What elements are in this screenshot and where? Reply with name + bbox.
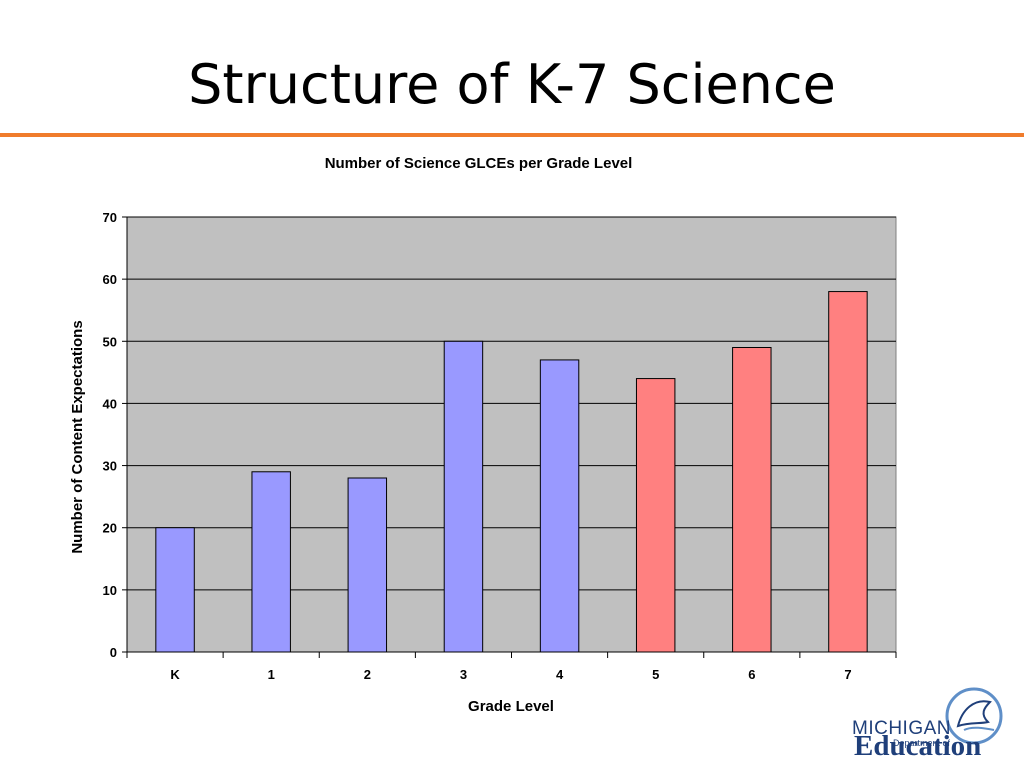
y-axis-title: Number of Content Expectations xyxy=(69,320,86,553)
michigan-education-logo: MICHIGAN Department of Education xyxy=(848,686,1018,764)
bar-3 xyxy=(443,340,484,653)
bar-K xyxy=(155,527,195,653)
y-tick-label: 50 xyxy=(103,334,117,349)
x-tick-label: K xyxy=(170,667,180,682)
bar-6 xyxy=(732,347,772,653)
y-tick-label: 30 xyxy=(103,459,117,474)
x-tick-label: 6 xyxy=(748,667,755,682)
bar-4 xyxy=(539,359,580,653)
bar-2 xyxy=(347,477,388,653)
logo-text-michigan: MICHIGAN xyxy=(852,718,951,739)
title-divider xyxy=(0,133,1024,137)
x-tick-label: 4 xyxy=(556,667,564,682)
y-tick-label: 20 xyxy=(103,521,117,536)
bar-5 xyxy=(635,378,676,653)
y-tick-label: 0 xyxy=(110,645,117,660)
plot-area xyxy=(126,216,897,653)
michigan-state-outline-icon xyxy=(945,687,1003,745)
y-tick-label: 10 xyxy=(103,583,117,598)
x-tick-label: 2 xyxy=(364,667,371,682)
x-axis-title: Grade Level xyxy=(468,698,554,715)
logo-text-education: Education xyxy=(854,730,982,762)
y-tick-label: 60 xyxy=(103,272,117,287)
x-tick-label: 3 xyxy=(460,667,467,682)
y-tick-label: 70 xyxy=(103,210,117,225)
bar-7 xyxy=(828,291,868,653)
chart-title: Number of Science GLCEs per Grade Level xyxy=(325,155,633,172)
x-tick-label: 5 xyxy=(652,667,659,682)
slide-title: Structure of K-7 Science xyxy=(188,53,836,116)
y-tick-label: 40 xyxy=(103,396,117,411)
logo-text-department: Department of xyxy=(893,738,951,748)
bar-1 xyxy=(251,471,291,653)
x-tick-label: 1 xyxy=(268,667,275,682)
x-tick-label: 7 xyxy=(844,667,851,682)
